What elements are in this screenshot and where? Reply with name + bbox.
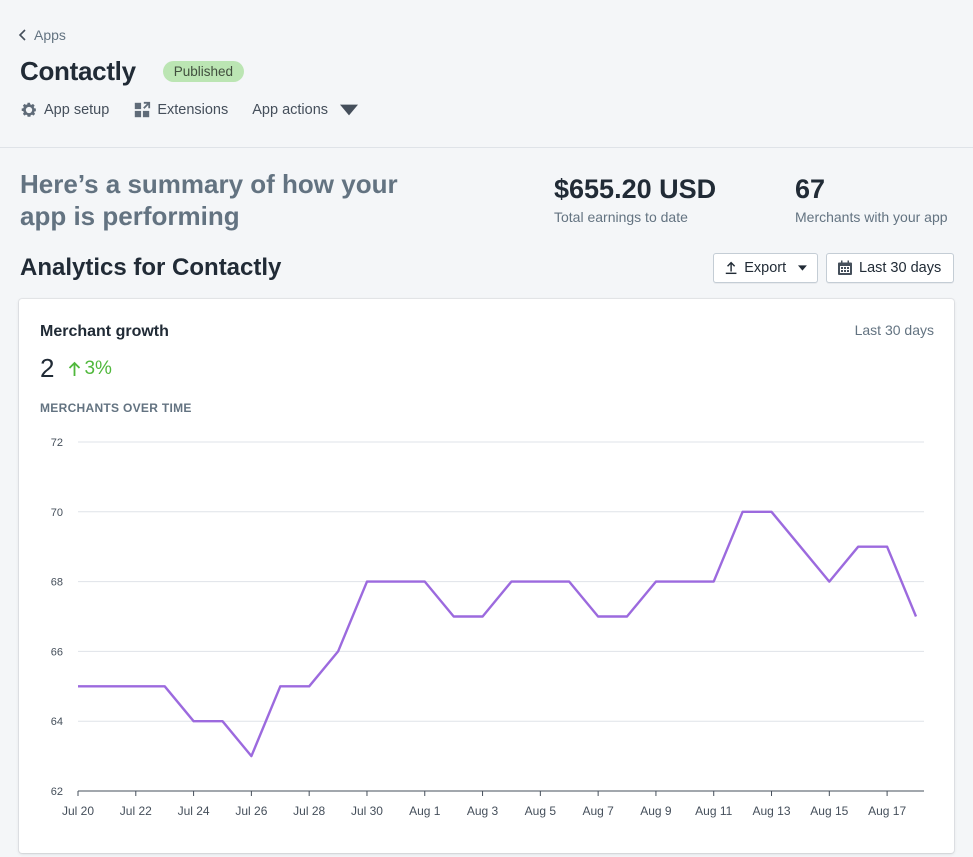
x-tick-label: Aug 13	[752, 804, 790, 818]
x-tick-label: Jul 28	[293, 804, 325, 818]
data-point	[770, 511, 773, 514]
app-actions-dropdown[interactable]: App actions	[252, 101, 359, 119]
x-tick-label: Jul 22	[120, 804, 152, 818]
y-tick-label: 62	[51, 786, 63, 798]
earnings-stat: $655.20 USD Total earnings to date	[554, 174, 716, 225]
data-point	[828, 580, 831, 583]
y-tick-label: 64	[51, 716, 63, 728]
page-header: Apps Contactly Published App setup Exten…	[0, 0, 973, 148]
data-point	[568, 580, 571, 583]
data-point	[395, 580, 398, 583]
extensions-icon	[135, 101, 151, 118]
data-point	[163, 685, 166, 688]
extensions-button[interactable]: Extensions	[133, 101, 228, 119]
growth-metric: 2 3%	[40, 353, 112, 384]
app-action-bar: App setup Extensions App actions	[20, 101, 382, 119]
data-point	[597, 615, 600, 618]
merchants-value: 67	[795, 174, 826, 204]
data-point	[279, 685, 282, 688]
x-tick-label: Aug 9	[640, 804, 672, 818]
x-tick-label: Jul 26	[235, 804, 267, 818]
arrow-up-icon	[69, 361, 81, 376]
x-tick-label: Aug 1	[409, 804, 441, 818]
x-tick-label: Aug 17	[868, 804, 906, 818]
growth-change-label: 3%	[84, 358, 112, 379]
app-setup-label: App setup	[44, 102, 110, 118]
earnings-label: Total earnings to date	[554, 209, 688, 225]
data-point	[510, 580, 513, 583]
data-point	[684, 580, 687, 583]
page-title: Contactly	[20, 56, 136, 86]
data-point	[192, 720, 195, 723]
y-tick-label: 68	[51, 577, 63, 589]
data-point	[250, 755, 253, 758]
x-tick-label: Jul 20	[62, 804, 94, 818]
data-point	[915, 615, 918, 618]
data-point	[77, 685, 80, 688]
caret-down-icon	[340, 104, 359, 116]
x-tick-label: Jul 30	[351, 804, 383, 818]
data-point	[857, 545, 860, 548]
growth-change: 3%	[68, 358, 112, 380]
calendar-icon	[838, 260, 852, 275]
data-point	[452, 615, 455, 618]
merchant-growth-card: Merchant growth Last 30 days 2 3% MERCHA…	[19, 299, 954, 853]
app-actions-label: App actions	[252, 102, 329, 118]
y-tick-label: 66	[51, 646, 63, 658]
chevron-left-icon	[18, 29, 26, 41]
analytics-title: Analytics for Contactly	[20, 254, 282, 281]
gear-icon	[21, 102, 37, 117]
date-range-button[interactable]: Last 30 days	[826, 253, 954, 283]
summary-heading: Here’s a summary of how your app is perf…	[20, 169, 398, 231]
x-tick-label: Aug 5	[525, 804, 557, 818]
series-line	[78, 510, 918, 758]
x-tick-label: Jul 24	[178, 804, 210, 818]
export-label: Export	[744, 260, 787, 276]
extensions-label: Extensions	[157, 102, 229, 118]
card-date-range: Last 30 days	[854, 322, 934, 338]
data-point	[423, 580, 426, 583]
status-badge: Published	[162, 61, 245, 82]
merchants-line-chart: 62 64 66 68 70 72 Jul 20 Jul 22 Jul 24 Jul 26 Jul …	[51, 437, 924, 818]
x-tick-label: Aug 3	[467, 804, 499, 818]
x-tick-label: Aug 7	[582, 804, 614, 818]
caret-down-icon	[798, 265, 807, 271]
merchants-label: Merchants with your app	[795, 209, 948, 225]
growth-value: 2	[40, 353, 55, 383]
earnings-value: $655.20 USD	[554, 174, 717, 204]
y-tick-label: 70	[51, 507, 63, 519]
data-point	[366, 580, 369, 583]
data-point	[308, 685, 311, 688]
export-button[interactable]: Export	[713, 253, 818, 283]
data-point	[481, 615, 484, 618]
x-tick-label: Aug 11	[695, 804, 732, 818]
data-point	[741, 511, 744, 514]
upload-icon	[725, 261, 737, 275]
y-tick-label: 72	[51, 437, 63, 449]
date-range-label: Last 30 days	[859, 260, 942, 276]
data-point	[799, 545, 802, 548]
card-title: Merchant growth	[40, 323, 169, 340]
breadcrumb-apps-link[interactable]: Apps	[34, 27, 66, 43]
data-point	[106, 685, 109, 688]
x-tick-label: Aug 15	[810, 804, 848, 818]
chart-heading: MERCHANTS OVER TIME	[40, 401, 192, 415]
breadcrumb[interactable]: Apps	[18, 27, 66, 43]
merchants-stat: 67 Merchants with your app	[795, 174, 948, 225]
data-point	[221, 720, 224, 723]
data-point	[712, 580, 715, 583]
app-setup-button[interactable]: App setup	[20, 101, 109, 119]
data-point	[655, 580, 658, 583]
data-point	[539, 580, 542, 583]
data-point	[337, 650, 340, 653]
data-point	[134, 685, 137, 688]
data-point	[626, 615, 629, 618]
data-point	[886, 545, 889, 548]
